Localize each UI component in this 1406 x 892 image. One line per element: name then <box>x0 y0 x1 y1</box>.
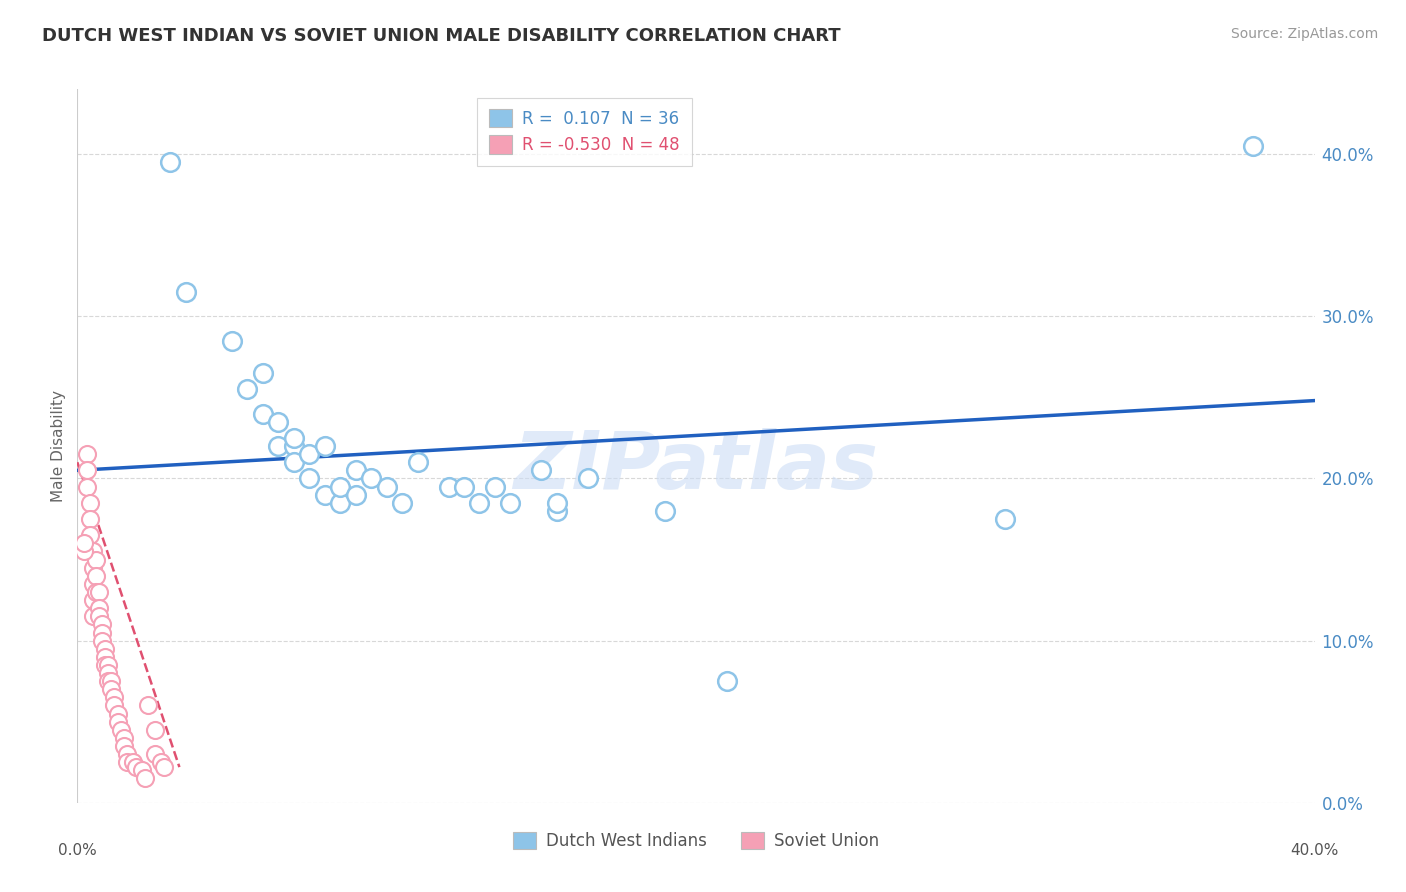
Point <box>406 455 429 469</box>
Point <box>530 463 553 477</box>
Point <box>298 447 321 461</box>
Point <box>84 585 107 599</box>
Point <box>344 488 367 502</box>
Point <box>252 407 274 421</box>
Point <box>994 512 1017 526</box>
Point <box>87 601 110 615</box>
Point <box>159 155 181 169</box>
Point <box>94 649 117 664</box>
Legend: Dutch West Indians, Soviet Union: Dutch West Indians, Soviet Union <box>505 824 887 859</box>
Point <box>82 560 104 574</box>
Point <box>375 479 398 493</box>
Point <box>125 760 148 774</box>
Point <box>115 747 138 761</box>
Point <box>267 439 290 453</box>
Point <box>283 439 305 453</box>
Point <box>100 674 122 689</box>
Point <box>391 496 413 510</box>
Point <box>236 382 259 396</box>
Point <box>153 760 176 774</box>
Point <box>134 772 156 786</box>
Point <box>344 463 367 477</box>
Point <box>79 528 101 542</box>
Point <box>174 285 197 299</box>
Point <box>94 657 117 672</box>
Point <box>283 431 305 445</box>
Point <box>143 723 166 737</box>
Point <box>79 512 101 526</box>
Point <box>76 447 98 461</box>
Point <box>576 471 599 485</box>
Point <box>314 488 336 502</box>
Point <box>76 479 98 493</box>
Text: DUTCH WEST INDIAN VS SOVIET UNION MALE DISABILITY CORRELATION CHART: DUTCH WEST INDIAN VS SOVIET UNION MALE D… <box>42 27 841 45</box>
Point <box>252 366 274 380</box>
Point <box>314 439 336 453</box>
Point <box>91 625 114 640</box>
Point <box>131 764 153 778</box>
Text: 40.0%: 40.0% <box>1291 843 1339 858</box>
Text: 0.0%: 0.0% <box>58 843 97 858</box>
Point <box>82 609 104 624</box>
Point <box>82 577 104 591</box>
Point <box>112 739 135 753</box>
Point <box>149 756 172 770</box>
Point <box>221 334 243 348</box>
Point <box>654 504 676 518</box>
Point <box>122 756 145 770</box>
Point <box>72 544 94 558</box>
Point <box>437 479 460 493</box>
Point <box>100 682 122 697</box>
Point <box>91 617 114 632</box>
Point <box>84 552 107 566</box>
Point <box>97 657 120 672</box>
Point <box>97 674 120 689</box>
Point <box>138 698 160 713</box>
Point <box>94 641 117 656</box>
Point <box>112 731 135 745</box>
Text: Source: ZipAtlas.com: Source: ZipAtlas.com <box>1230 27 1378 41</box>
Point <box>360 471 382 485</box>
Point <box>79 496 101 510</box>
Text: ZIPatlas: ZIPatlas <box>513 428 879 507</box>
Point <box>107 706 129 721</box>
Point <box>143 747 166 761</box>
Point <box>453 479 475 493</box>
Point <box>76 463 98 477</box>
Point <box>267 415 290 429</box>
Point <box>103 690 125 705</box>
Point <box>499 496 522 510</box>
Point <box>546 504 568 518</box>
Point <box>84 568 107 582</box>
Point <box>91 633 114 648</box>
Point <box>1241 139 1264 153</box>
Point <box>87 609 110 624</box>
Point <box>82 544 104 558</box>
Point <box>72 536 94 550</box>
Point <box>716 674 738 689</box>
Point <box>484 479 506 493</box>
Point <box>283 455 305 469</box>
Point <box>103 698 125 713</box>
Point <box>82 593 104 607</box>
Point <box>110 723 132 737</box>
Point <box>107 714 129 729</box>
Point <box>298 471 321 485</box>
Point <box>329 479 352 493</box>
Y-axis label: Male Disability: Male Disability <box>51 390 66 502</box>
Point <box>97 666 120 681</box>
Point <box>546 496 568 510</box>
Point <box>87 585 110 599</box>
Point <box>468 496 491 510</box>
Point <box>115 756 138 770</box>
Point <box>329 496 352 510</box>
